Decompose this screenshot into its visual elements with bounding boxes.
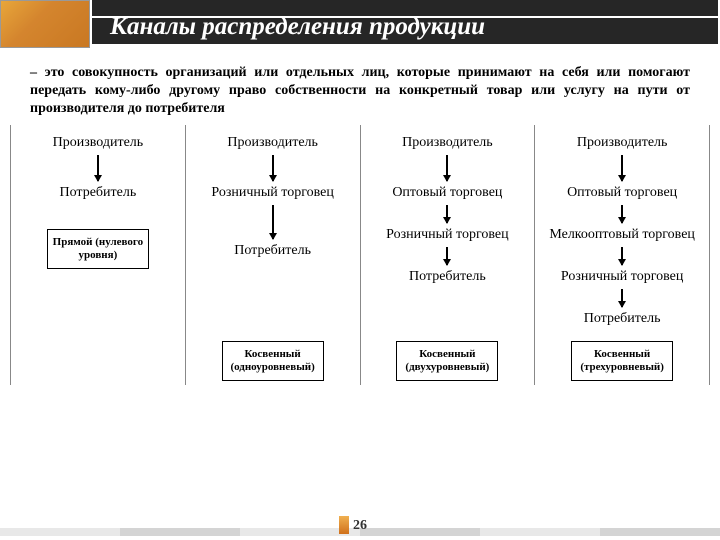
node: Потребитель — [15, 183, 181, 203]
arrow-icon — [621, 155, 623, 181]
channels-grid: Производитель Потребитель Прямой (нулево… — [0, 125, 720, 385]
arrow-icon — [621, 205, 623, 223]
node: Потребитель — [365, 267, 531, 287]
node: Производитель — [15, 133, 181, 153]
node: Оптовый торговец — [539, 183, 705, 203]
node: Розничный торговец — [365, 225, 531, 245]
node: Потребитель — [539, 309, 705, 329]
channel-col-1: Производитель Розничный торговец Потреби… — [185, 125, 360, 385]
arrow-icon — [446, 155, 448, 181]
node: Розничный торговец — [190, 183, 356, 203]
node: Мелкооптовый торговец — [539, 225, 705, 245]
channel-label: Косвенный (двухуровневый) — [396, 341, 498, 381]
header-decorative-image — [0, 0, 90, 48]
node: Производитель — [539, 133, 705, 153]
channel-label: Косвенный (одноуровневый) — [222, 341, 324, 381]
node: Производитель — [190, 133, 356, 153]
arrow-icon — [272, 155, 274, 181]
header: Каналы распределения продукции — [0, 0, 720, 60]
node: Потребитель — [190, 241, 356, 261]
node: Производитель — [365, 133, 531, 153]
channel-label: Косвенный (трехуровневый) — [571, 341, 673, 381]
node: Розничный торговец — [539, 267, 705, 287]
node: Оптовый торговец — [365, 183, 531, 203]
arrow-icon — [446, 247, 448, 265]
channel-label: Прямой (нулевого уровня) — [47, 229, 149, 269]
channel-col-2: Производитель Оптовый торговец Розничный… — [360, 125, 535, 385]
channel-col-3: Производитель Оптовый торговец Мелкоопто… — [534, 125, 710, 385]
arrow-icon — [621, 247, 623, 265]
page-title: Каналы распределения продукции — [110, 6, 710, 48]
page-number: 26 — [353, 518, 367, 534]
arrow-icon — [621, 289, 623, 307]
arrow-icon — [97, 155, 99, 181]
arrow-icon — [272, 205, 274, 239]
subtitle-text: – это совокупность организаций или отдел… — [0, 60, 720, 125]
channel-col-0: Производитель Потребитель Прямой (нулево… — [10, 125, 185, 385]
arrow-icon — [446, 205, 448, 223]
